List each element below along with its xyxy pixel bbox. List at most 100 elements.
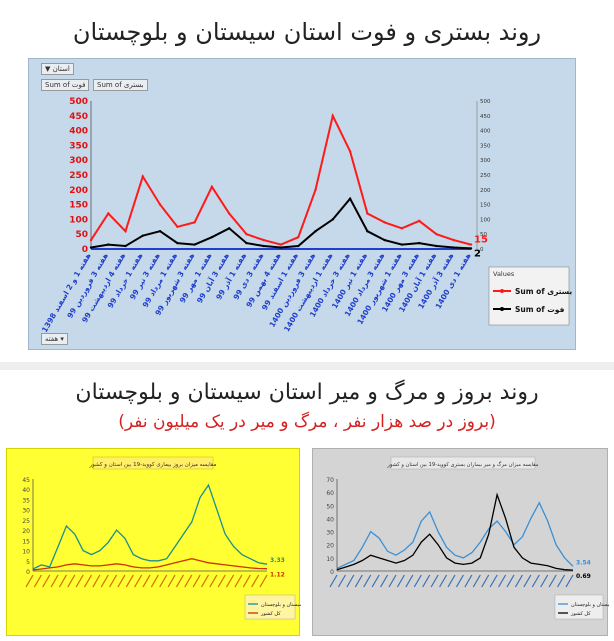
data-point-0 <box>89 238 93 242</box>
x-tick-mark <box>388 574 397 588</box>
x-tick-mark <box>33 574 42 588</box>
header-chip-hosp[interactable]: Sum of بستری <box>93 79 148 91</box>
y-tick-label-right: 50 <box>480 232 487 238</box>
x-tick-mark <box>125 574 134 588</box>
series-line-1 <box>32 558 268 571</box>
x-tick-mark <box>209 574 218 588</box>
x-tick-mark <box>531 574 540 588</box>
legend-label-1: Sum of فوت <box>515 305 564 314</box>
data-point-0 <box>469 243 473 246</box>
x-tick-mark <box>75 574 84 588</box>
end-value-label: 3.54 <box>576 559 591 566</box>
data-point-0 <box>366 212 369 215</box>
data-point-1 <box>158 230 162 233</box>
x-tick-mark <box>42 574 51 588</box>
x-tick-mark <box>514 574 523 588</box>
chart-title-hospitalization: روند بستری و فوت استان سیستان و بلوچستان <box>72 18 542 46</box>
data-point-1 <box>331 218 335 221</box>
legend-marker-0 <box>500 289 504 293</box>
y-tick-label-right: 150 <box>480 203 491 209</box>
x-tick-mark <box>175 574 184 588</box>
legend-box <box>488 266 570 326</box>
x-tick-mark <box>259 574 268 588</box>
week-field-button[interactable]: هفته ▾ <box>41 333 68 345</box>
legend-marker-1 <box>500 307 504 311</box>
x-tick-mark <box>548 574 557 588</box>
data-point-0 <box>124 230 127 233</box>
x-tick-mark <box>430 574 439 588</box>
y-tick-label-right: 200 <box>480 188 491 194</box>
y-tick-label-right: 100 <box>480 217 491 223</box>
data-point-1 <box>435 244 438 248</box>
data-point-0 <box>435 233 438 236</box>
x-tick-mark <box>167 574 176 588</box>
x-tick-mark <box>354 574 363 588</box>
mortality-chart-panel: مقایسه میزان مرگ و میر بیماران بستری کوو… <box>312 448 613 636</box>
x-tick-mark <box>83 574 93 588</box>
y-tick-label-right: 300 <box>480 158 491 164</box>
data-point-1 <box>193 243 196 246</box>
data-point-1 <box>107 243 110 246</box>
series-line-0 <box>336 501 574 569</box>
y-tick-label-right: 0 <box>480 247 484 253</box>
data-point-1 <box>452 246 455 249</box>
y-tick-label-right: 500 <box>480 99 491 105</box>
y-tick-label: 40 <box>326 516 334 523</box>
y-tick-label: 0 <box>26 569 30 576</box>
data-point-1 <box>227 227 231 230</box>
data-point-0 <box>452 238 455 242</box>
y-tick-label: 300 <box>69 156 88 166</box>
filter-icon: ▼ <box>45 65 53 73</box>
data-point-1 <box>210 235 214 239</box>
x-tick-mark <box>67 574 76 588</box>
y-tick-label: 10 <box>326 556 334 563</box>
x-tick-mark <box>134 574 143 588</box>
y-tick-label: 0 <box>330 569 334 576</box>
y-tick-label: 45 <box>22 477 30 484</box>
section-divider <box>0 362 614 370</box>
x-tick-mark <box>192 574 201 588</box>
header-chip-death[interactable]: Sum of فوت <box>41 79 90 91</box>
y-tick-label: 15 <box>22 538 30 545</box>
y-tick-label: 50 <box>75 230 88 240</box>
x-tick-mark <box>58 574 67 588</box>
end-value-label: 1.12 <box>270 572 285 579</box>
x-tick-mark <box>92 574 101 588</box>
x-tick-mark <box>565 574 574 588</box>
incidence-chart-svg: مقایسه میزان بروز بیماری کووید-19 بین اس… <box>22 456 303 620</box>
hospitalization-chart-svg: 0 50 100 150 200 250 300 350 400 450 500 0 50 100 150 2… <box>40 97 572 334</box>
x-tick-mark <box>346 574 355 588</box>
data-point-1 <box>366 230 369 233</box>
chart-title: مقایسه میزان بروز بیماری کووید-19 بین اس… <box>89 461 217 468</box>
data-point-1 <box>469 247 473 250</box>
y-tick-label-right: 350 <box>480 143 491 149</box>
data-point-0 <box>400 227 404 230</box>
data-point-1 <box>417 241 421 245</box>
week-label: هفته <box>45 335 59 343</box>
legend-label-0: سیستان و بلوچستان <box>261 602 301 608</box>
chart-subtitle-incidence: (بروز در صد هزار نفر ، مرگ و میر در یک م… <box>118 412 496 432</box>
chevron-down-icon: ▾ <box>58 335 64 343</box>
province-filter[interactable]: ▼ استان <box>41 63 74 75</box>
y-tick-label: 60 <box>326 490 334 497</box>
data-point-0 <box>141 175 145 178</box>
data-point-0 <box>279 243 283 246</box>
x-tick-mark <box>363 574 372 588</box>
data-point-0 <box>193 221 196 224</box>
data-point-1 <box>89 246 93 249</box>
end-value-label: 3.33 <box>270 557 285 564</box>
x-tick-mark <box>498 574 507 588</box>
x-tick-mark <box>380 574 389 588</box>
x-tick-mark <box>413 574 422 588</box>
y-tick-label-right: 250 <box>480 173 491 179</box>
x-tick-mark <box>455 574 464 588</box>
y-tick-label: 150 <box>69 201 88 211</box>
x-tick-mark <box>329 574 338 588</box>
data-point-0 <box>331 114 335 117</box>
x-tick-mark <box>159 574 168 588</box>
end-value-label: 2 <box>474 248 481 259</box>
y-tick-label: 0 <box>82 245 88 255</box>
end-value-label: 15 <box>474 235 488 246</box>
data-point-1 <box>124 244 127 248</box>
x-tick-mark <box>506 574 515 588</box>
